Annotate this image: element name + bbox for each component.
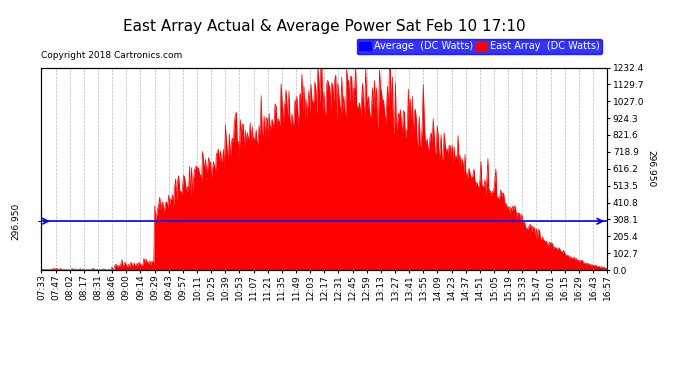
Text: 296.950: 296.950: [12, 202, 21, 240]
Text: East Array Actual & Average Power Sat Feb 10 17:10: East Array Actual & Average Power Sat Fe…: [123, 19, 526, 34]
Text: Copyright 2018 Cartronics.com: Copyright 2018 Cartronics.com: [41, 51, 183, 60]
Legend: Average  (DC Watts), East Array  (DC Watts): Average (DC Watts), East Array (DC Watts…: [357, 39, 602, 54]
Y-axis label: 296.950: 296.950: [647, 150, 656, 188]
